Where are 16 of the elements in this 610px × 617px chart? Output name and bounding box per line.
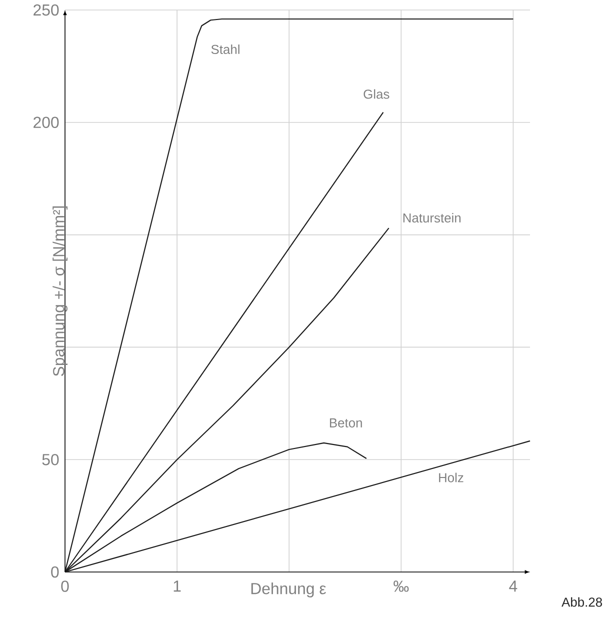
series-label: Holz	[439, 472, 464, 482]
x-axis-title: Dehnung ε	[251, 582, 326, 598]
caption: Abb.28	[562, 597, 602, 607]
y-tick-label: 200	[34, 116, 59, 128]
series-label: Beton	[330, 418, 362, 428]
y-tick-label: 250	[34, 4, 59, 16]
y-tick-label: 50	[42, 454, 59, 466]
series-label: Glas	[364, 89, 390, 99]
x-tick-label: 1	[174, 580, 181, 592]
series-label: Naturstein	[403, 213, 461, 223]
x-tick-label: ‰	[394, 580, 409, 592]
series-label: Stahl	[211, 44, 240, 54]
x-tick-label: 4	[509, 580, 518, 592]
y-tick-label: 0	[51, 566, 59, 578]
x-tick-label: 0	[61, 580, 69, 592]
y-axis-title: Spannung +/- σ [N/mm²]	[52, 206, 68, 376]
